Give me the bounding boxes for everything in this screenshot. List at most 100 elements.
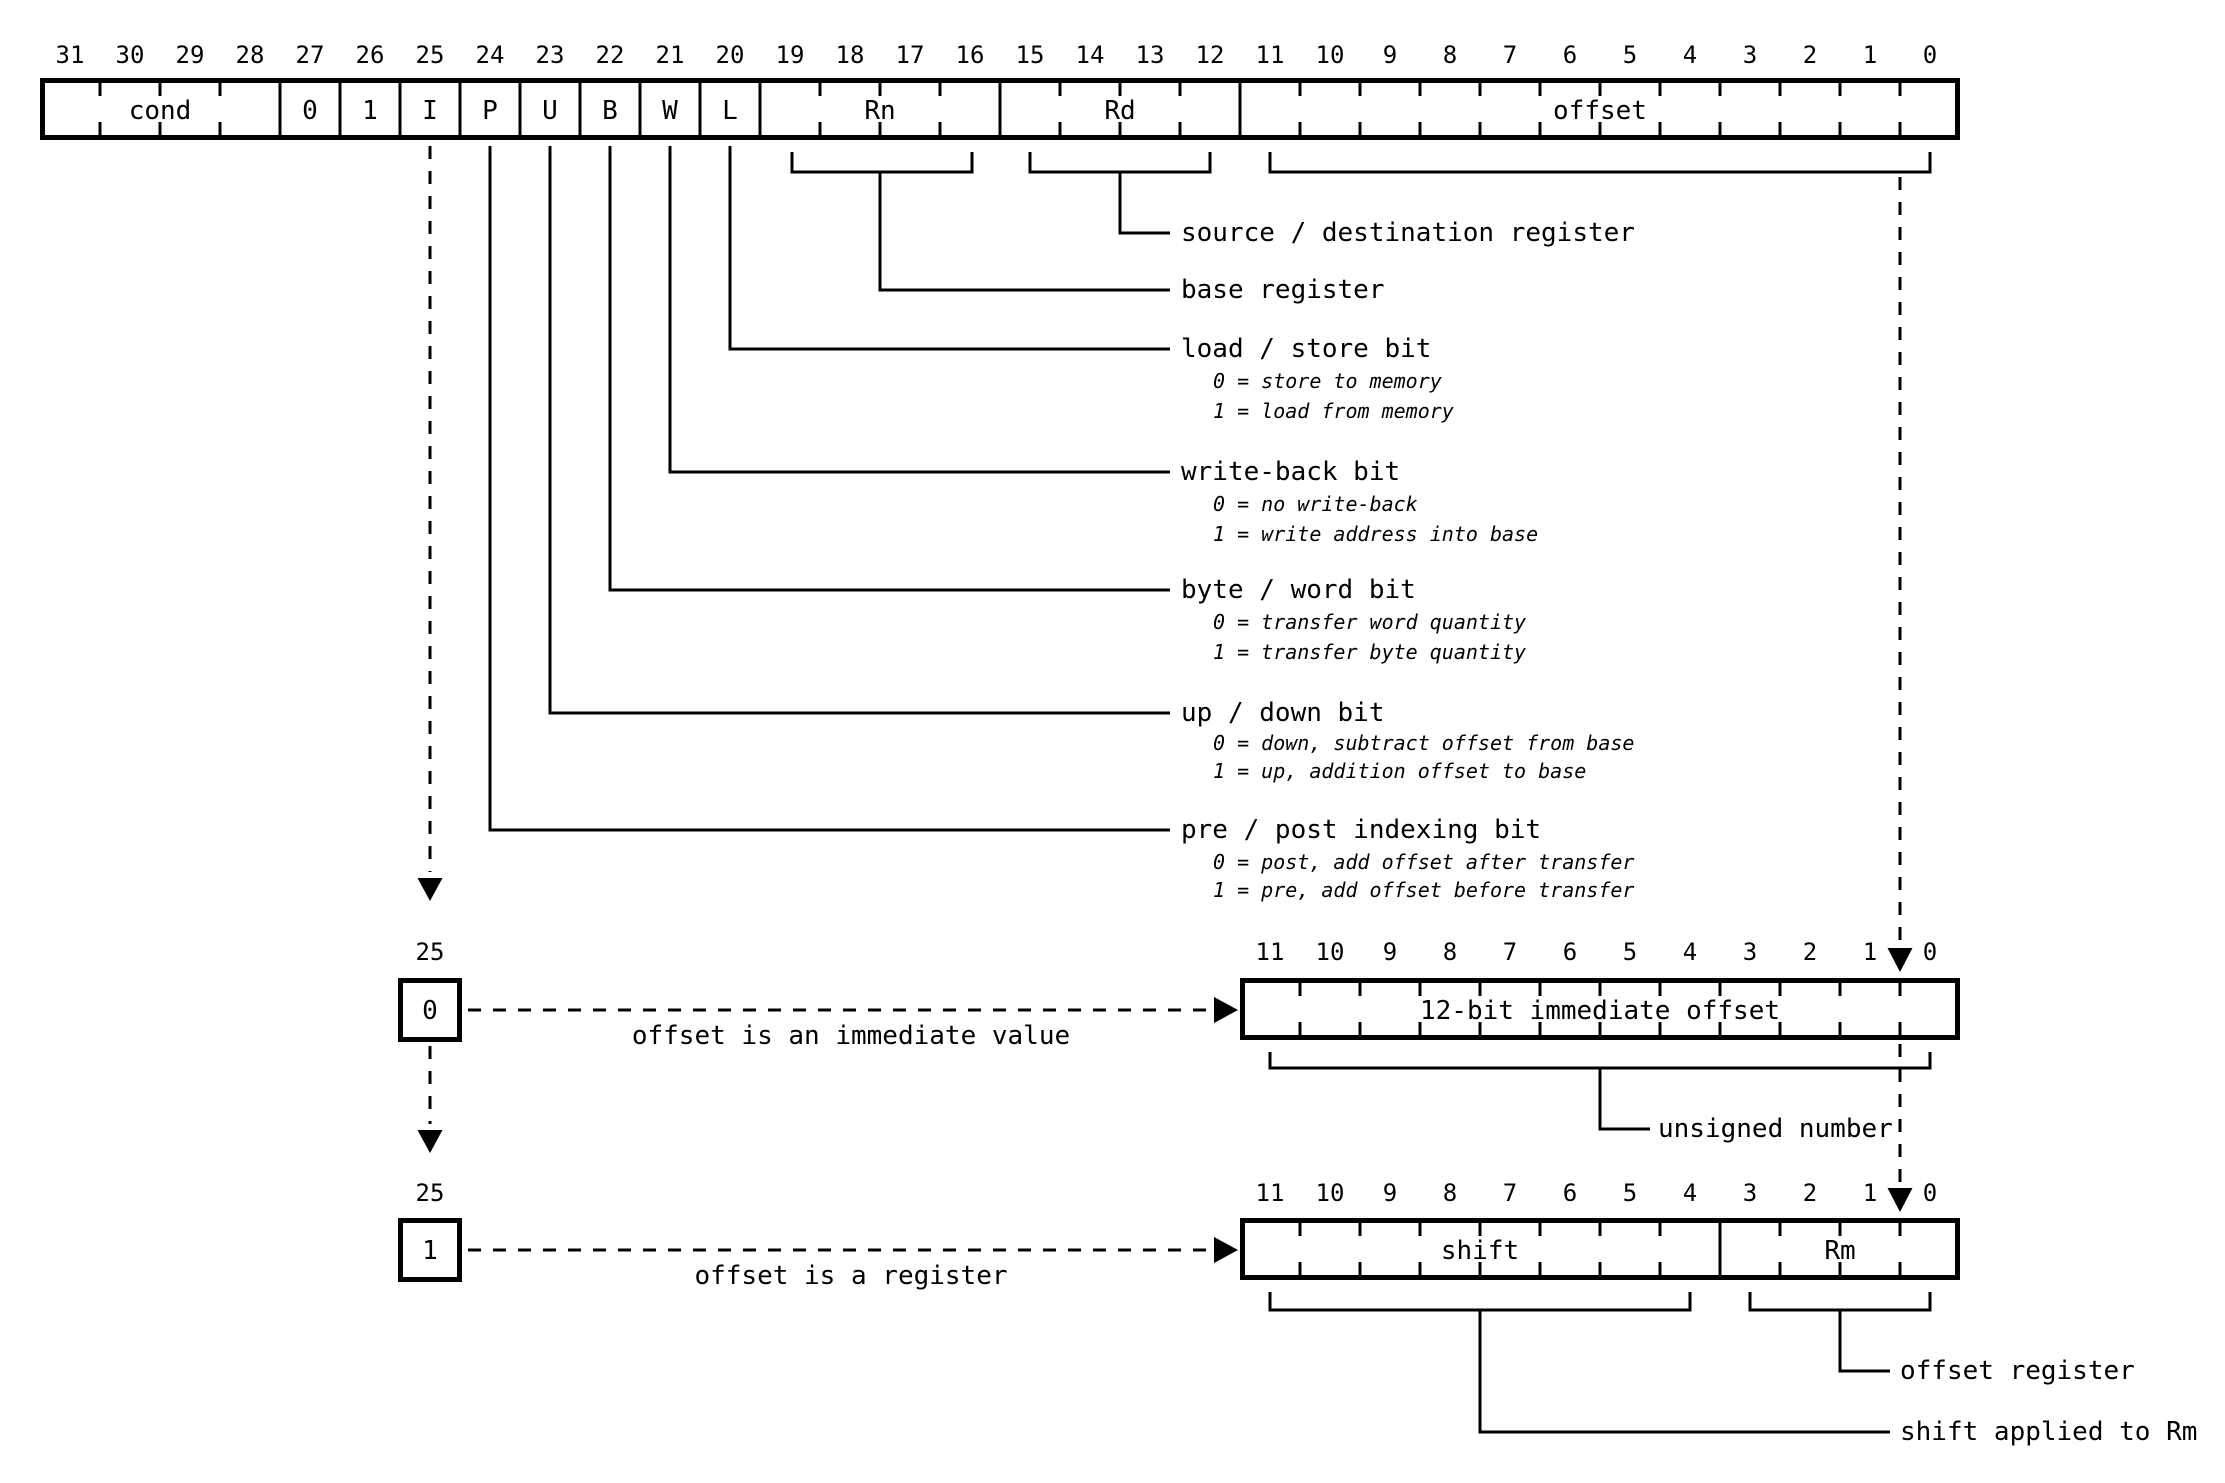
bit-number-label: 10 — [1316, 938, 1345, 966]
annotation-load-store-bit: load / store bit — [1181, 334, 1431, 364]
bit-number-label: 6 — [1563, 938, 1577, 966]
bit-number-label: 3 — [1743, 1179, 1757, 1207]
field-label-shift: shift — [1441, 1236, 1519, 1266]
offset-register-connector-line — [1838, 1310, 1890, 1373]
field-label-1: 1 — [362, 96, 378, 126]
field-label-l: L — [722, 96, 738, 126]
annotation-up-down-detail-0: 0 = down, subtract offset from base — [1213, 731, 1634, 755]
field-label-12-bit-immediate-offset: 12-bit immediate offset — [1420, 996, 1780, 1026]
bit-number-label: 22 — [596, 41, 625, 69]
bit-number-label: 14 — [1076, 41, 1105, 69]
offset-register-label: offset register — [1900, 1356, 2135, 1386]
bit-number-label: 11 — [1256, 938, 1285, 966]
bit-number-label: 1 — [1863, 1179, 1877, 1207]
bit-number-label: 4 — [1683, 1179, 1697, 1207]
register-bit25-value: 1 — [422, 1236, 438, 1266]
i-bit-arrowhead2-icon — [417, 1130, 443, 1153]
bit-number-label: 3 — [1743, 938, 1757, 966]
annotation-write-back-bit: write-back bit — [1181, 457, 1400, 487]
immediate-bit25-number: 25 — [416, 938, 445, 966]
bit-number-label: 30 — [116, 41, 145, 69]
annotation-source-destination-register: source / destination register — [1181, 218, 1635, 248]
field-label-i: I — [422, 96, 438, 126]
bit-number-label: 9 — [1383, 938, 1397, 966]
shift-applied-connector-line — [1478, 1310, 1890, 1434]
bit-number-label: 8 — [1443, 1179, 1457, 1207]
l-bit-connector-line — [728, 146, 1170, 351]
i-bit-arrowhead-icon — [417, 878, 443, 901]
field-label-rd: Rd — [1104, 96, 1135, 126]
immediate-arrowhead-icon — [1214, 997, 1238, 1023]
annotation-pre-post-detail-1: 1 = pre, add offset before transfer — [1213, 878, 1634, 902]
field-label-w: W — [662, 96, 678, 126]
bit-number-label: 5 — [1623, 1179, 1637, 1207]
register-bit25-number: 25 — [416, 1179, 445, 1207]
rn-underbrace — [790, 152, 974, 174]
bit-number-label: 20 — [716, 41, 745, 69]
bit-number-label: 0 — [1923, 1179, 1937, 1207]
bit-number-label: 9 — [1383, 41, 1397, 69]
bit-number-label: 8 — [1443, 41, 1457, 69]
annotation-load-store-detail-1: 1 = load from memory — [1213, 399, 1454, 423]
bit-number-label: 1 — [1863, 41, 1877, 69]
rn-connector-line — [878, 172, 1170, 292]
field-label-cond: cond — [129, 96, 192, 126]
annotation-write-back-detail-0: 0 = no write-back — [1213, 492, 1418, 516]
bit0-arrowhead2-icon — [1887, 1188, 1913, 1212]
shift-underbrace — [1268, 1292, 1692, 1312]
annotation-byte-word-detail-0: 0 = transfer word quantity — [1213, 610, 1526, 634]
immediate-underbrace — [1268, 1052, 1932, 1070]
field-label-offset: offset — [1553, 96, 1647, 126]
p-bit-connector-line — [488, 146, 1170, 832]
bit-number-label: 5 — [1623, 938, 1637, 966]
bit-number-label: 11 — [1256, 1179, 1285, 1207]
bit-number-label: 2 — [1803, 938, 1817, 966]
bit-number-label: 27 — [296, 41, 325, 69]
field-label-p: P — [482, 96, 498, 126]
bit-number-label: 29 — [176, 41, 205, 69]
bit-number-label: 21 — [656, 41, 685, 69]
bit-number-label: 9 — [1383, 1179, 1397, 1207]
u-bit-connector-line — [548, 146, 1170, 715]
field-label-rm: Rm — [1824, 1236, 1855, 1266]
bit-number-label: 23 — [536, 41, 565, 69]
immediate-arrow-caption: offset is an immediate value — [632, 1021, 1070, 1051]
bit-number-label: 31 — [56, 41, 85, 69]
bit-number-label: 4 — [1683, 938, 1697, 966]
unsigned-number-label: unsigned number — [1658, 1114, 1893, 1144]
bit-number-label: 17 — [896, 41, 925, 69]
bit-number-label: 10 — [1316, 1179, 1345, 1207]
bit-number-label: 7 — [1503, 1179, 1517, 1207]
b-bit-connector-line — [608, 146, 1170, 592]
bit-number-label: 16 — [956, 41, 985, 69]
immediate-bit25-value: 0 — [422, 996, 438, 1026]
field-label-u: U — [542, 96, 558, 126]
annotation-load-store-detail-0: 0 = store to memory — [1213, 369, 1442, 393]
w-bit-connector-line — [668, 146, 1170, 474]
field-label-rn: Rn — [864, 96, 895, 126]
bit-number-label: 19 — [776, 41, 805, 69]
bit-number-label: 15 — [1016, 41, 1045, 69]
bit-number-label: 5 — [1623, 41, 1637, 69]
annotation-write-back-detail-1: 1 = write address into base — [1213, 522, 1538, 546]
bit-number-label: 6 — [1563, 1179, 1577, 1207]
bit-number-label: 18 — [836, 41, 865, 69]
annotation-pre-post-indexing-bit: pre / post indexing bit — [1181, 815, 1541, 845]
bit-number-label: 12 — [1196, 41, 1225, 69]
bit0-arrowhead-icon — [1887, 948, 1913, 972]
rm-underbrace — [1748, 1292, 1932, 1312]
bit-number-label: 1 — [1863, 938, 1877, 966]
unsigned-number-connector-line — [1598, 1068, 1650, 1131]
field-label-0: 0 — [302, 96, 318, 126]
register-arrowhead-icon — [1214, 1237, 1238, 1263]
annotation-base-register: base register — [1181, 275, 1385, 305]
bit-number-label: 24 — [476, 41, 505, 69]
offset-underbrace — [1268, 152, 1932, 174]
annotation-byte-word-detail-1: 1 = transfer byte quantity — [1213, 640, 1526, 664]
bit-number-label: 3 — [1743, 41, 1757, 69]
bit-number-label: 6 — [1563, 41, 1577, 69]
bit-number-label: 2 — [1803, 1179, 1817, 1207]
rd-connector-line — [1118, 172, 1170, 235]
